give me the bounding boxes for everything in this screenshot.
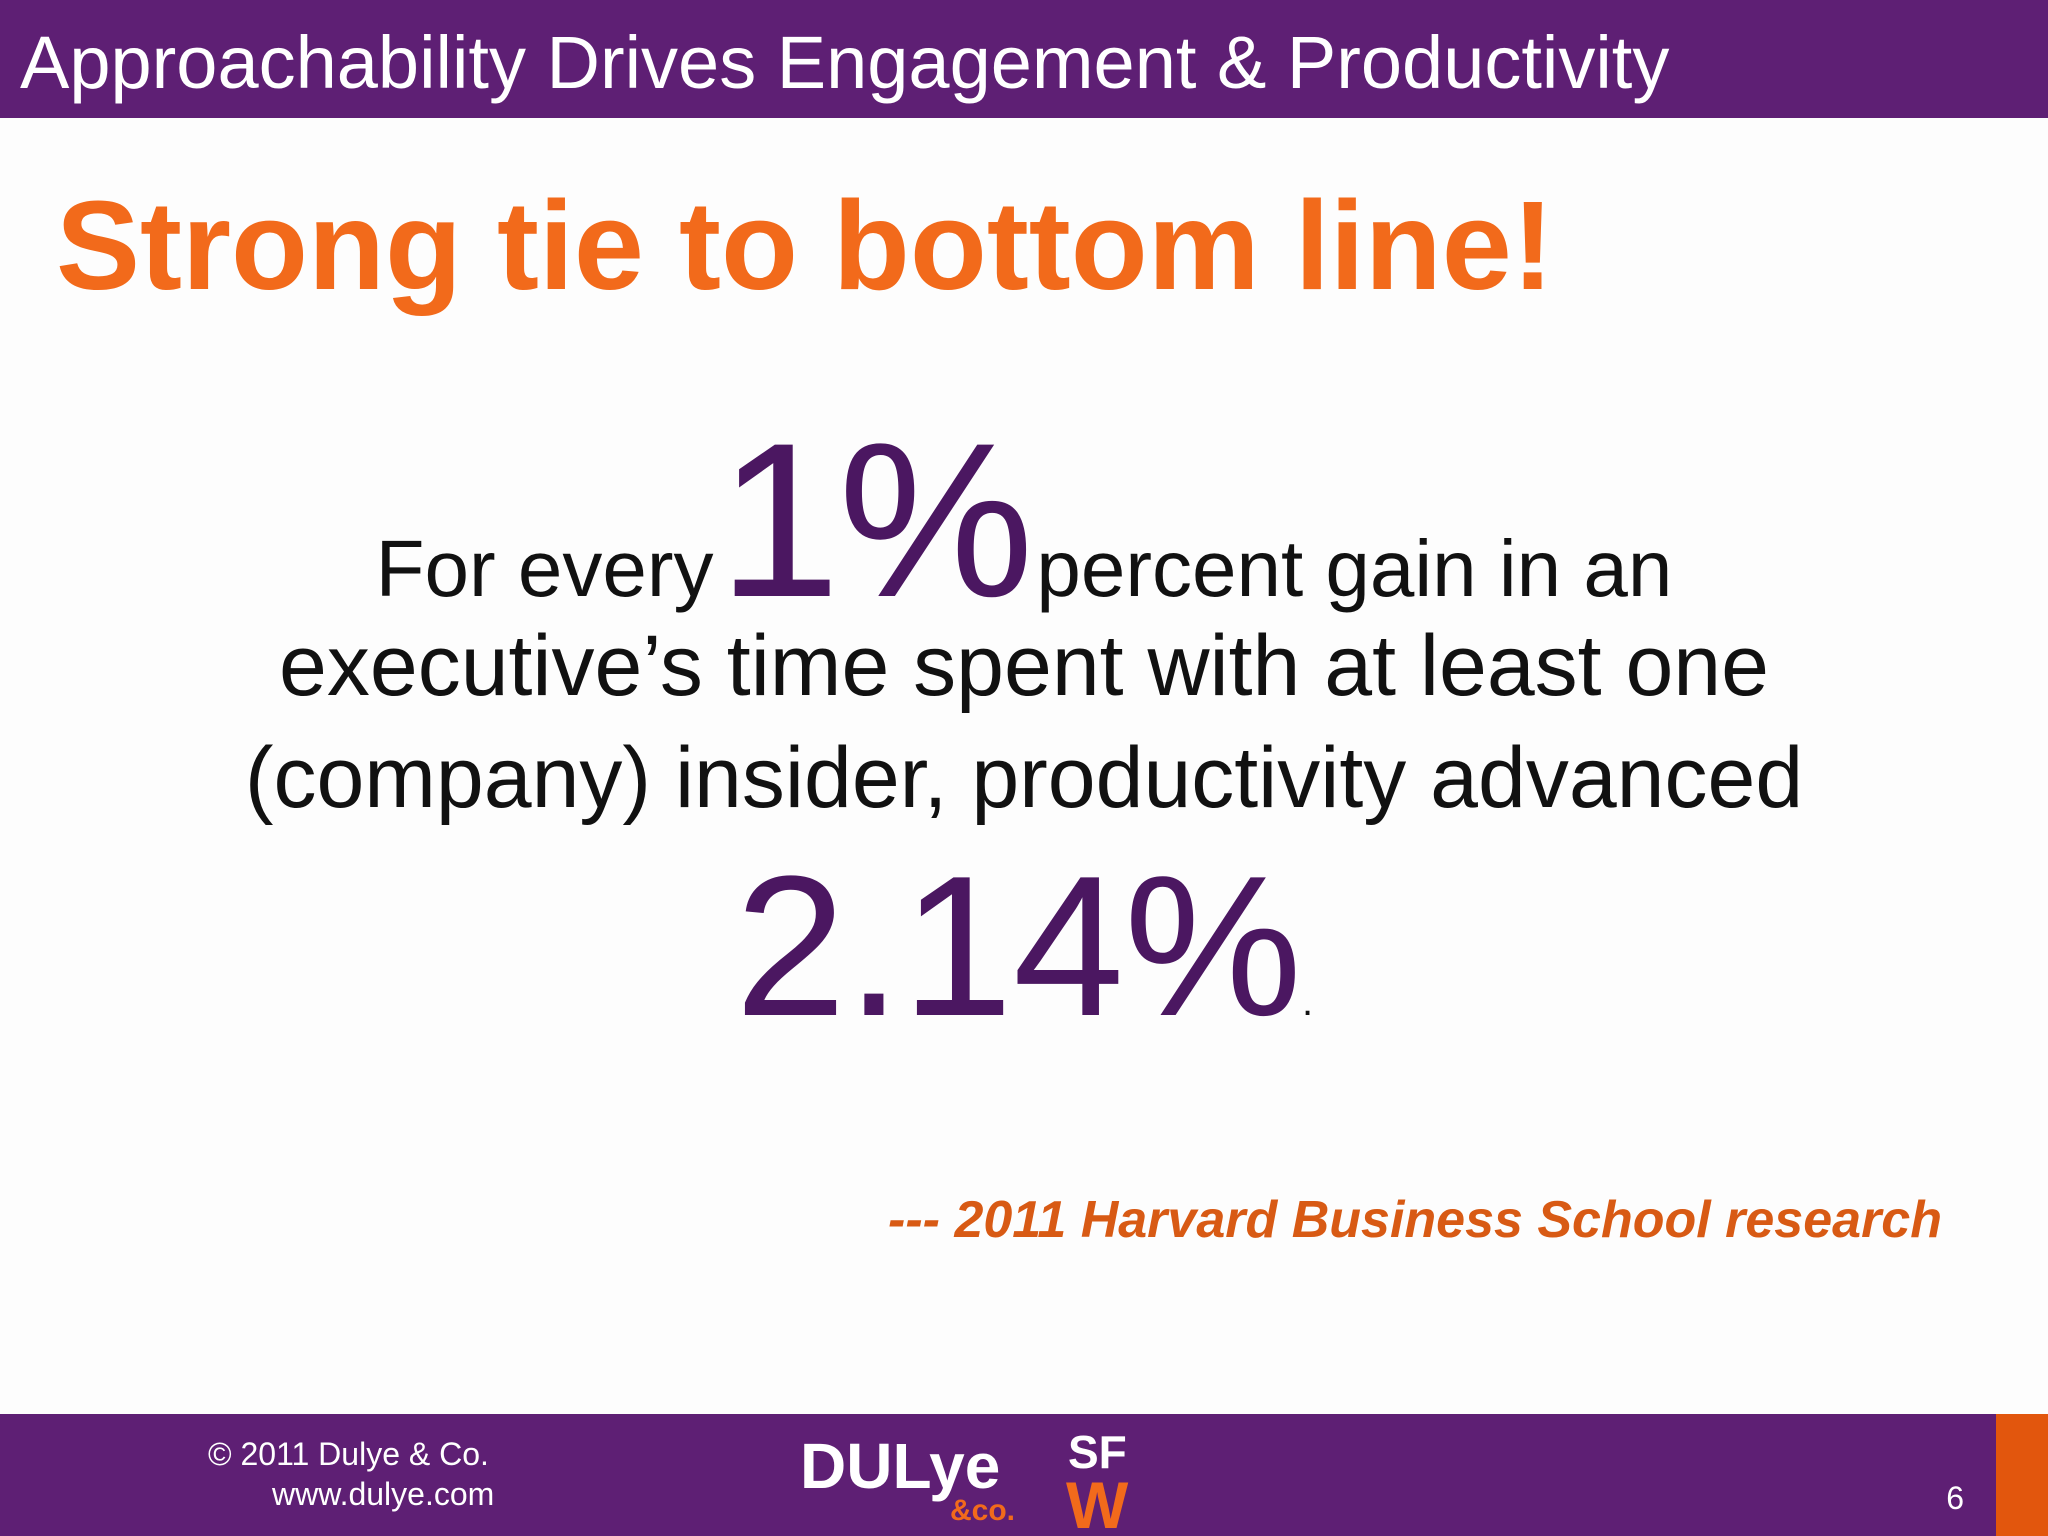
- result-number: 2.14%: [734, 835, 1302, 1058]
- result-period: .: [1301, 980, 1314, 1024]
- statement-result: 2.14%.: [0, 842, 2048, 1052]
- dulye-logo-sub: &co.: [950, 1494, 1015, 1527]
- slide-subtitle: Strong tie to bottom line!: [56, 175, 1554, 316]
- citation: --- 2011 Harvard Business School researc…: [888, 1191, 1942, 1249]
- svg-text:SF: SF: [1068, 1426, 1127, 1478]
- page-number: 6: [1946, 1480, 1964, 1516]
- statement-block: For every 1% percent gain in an executiv…: [0, 400, 2048, 1052]
- slide-title: Approachability Drives Engagement & Prod…: [20, 21, 1670, 104]
- copyright-text: © 2011 Dulye & Co.: [208, 1436, 489, 1472]
- header-bar: Approachability Drives Engagement & Prod…: [0, 0, 2048, 118]
- statement-line-3: (company) insider, productivity advanced: [244, 730, 1804, 826]
- highlight-number: 1%: [717, 397, 1034, 643]
- website-link[interactable]: www.dulye.com: [272, 1476, 495, 1512]
- footer-accent: [1996, 1414, 2048, 1536]
- statement-suffix: percent gain in an: [1036, 524, 1673, 613]
- dulye-logo: DULye &co.: [800, 1430, 1015, 1527]
- sfw-logo: SF W: [1066, 1426, 1129, 1534]
- svg-text:W: W: [1066, 1468, 1129, 1534]
- dulye-logo-text: DULye: [800, 1430, 1000, 1502]
- statement-line-1: For every 1% percent gain in an: [0, 400, 2048, 640]
- statement-line-2: executive’s time spent with at least one: [279, 618, 1769, 714]
- footer-bar: © 2011 Dulye & Co. www.dulye.com DULye &…: [0, 1414, 2048, 1536]
- statement-prefix: For every: [375, 524, 714, 613]
